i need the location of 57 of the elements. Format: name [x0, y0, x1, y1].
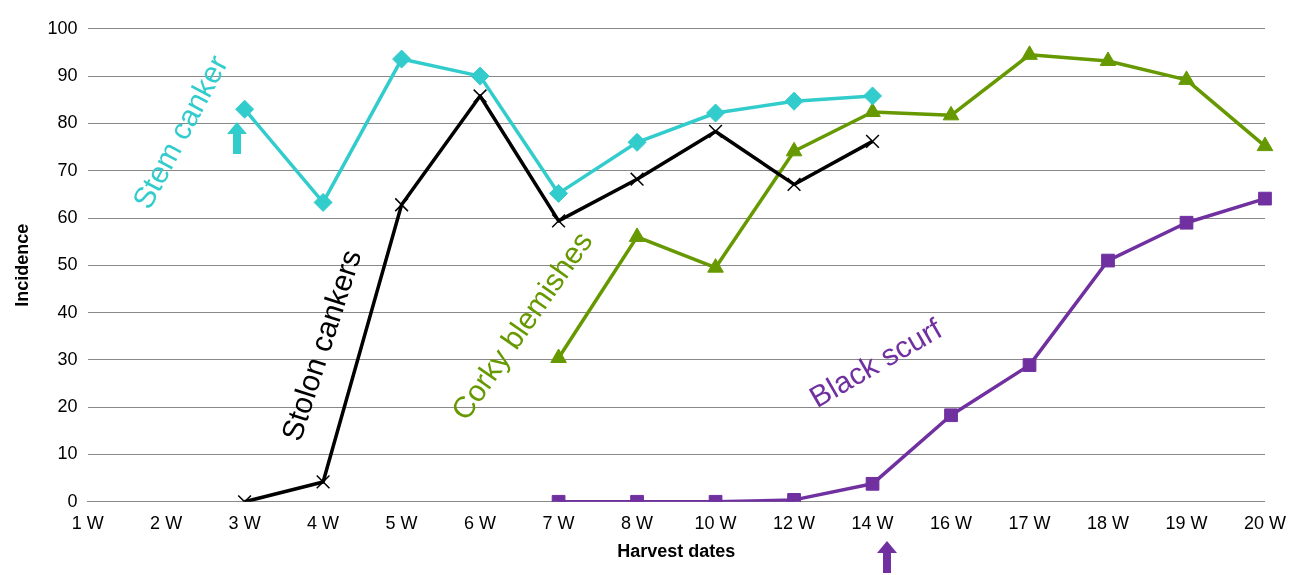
point [470, 66, 490, 86]
x-tick-label: 19 W [1165, 512, 1208, 533]
point [1179, 215, 1194, 230]
point [313, 192, 333, 212]
x-tick-label: 2 W [150, 512, 183, 533]
point [235, 99, 255, 119]
point [1256, 136, 1274, 152]
x-tick-label: 20 W [1243, 512, 1287, 533]
point [628, 227, 646, 242]
x-tick-label: 16 W [930, 512, 973, 533]
x-tick-label: 3 W [228, 512, 261, 533]
y-tick-label: 70 [57, 159, 78, 180]
point [1022, 358, 1037, 372]
point [785, 141, 803, 157]
x-tick-label: 4 W [307, 512, 340, 533]
y-tick-label: 50 [57, 254, 78, 275]
x-tick-label: 8 W [621, 512, 654, 533]
x-tick-label: 12 W [773, 512, 816, 533]
x-axis-title: Harvest dates [617, 541, 736, 562]
point [863, 86, 883, 106]
point [392, 49, 412, 69]
y-tick-label: 10 [57, 443, 78, 464]
point [784, 91, 804, 111]
point [629, 172, 645, 187]
y-tick-label: 80 [57, 112, 78, 133]
point [708, 124, 723, 139]
point [786, 177, 802, 192]
point [706, 103, 726, 123]
y-tick-label: 0 [67, 490, 78, 511]
y-tick-label: 90 [57, 65, 78, 86]
point [394, 197, 409, 212]
x-tick-label: 7 W [542, 512, 575, 533]
point [472, 88, 488, 104]
y-tick-label: 60 [57, 206, 78, 227]
point [549, 183, 569, 203]
text: Stolon cankers [274, 245, 368, 445]
x-tick-label: 5 W [385, 512, 418, 533]
x-tick-label: 6 W [464, 512, 497, 533]
point [865, 134, 880, 149]
point [627, 132, 647, 152]
y-tick-label: 20 [57, 396, 78, 417]
text: Black scurf [803, 311, 948, 414]
y-tick-label: 30 [57, 348, 78, 369]
point [864, 102, 881, 118]
legend-label: Stem canker [125, 49, 234, 214]
x-tick-label: 1 W [71, 512, 104, 533]
point [1101, 253, 1115, 268]
x-tick-label: 18 W [1087, 512, 1130, 533]
x-tick-label: 14 W [851, 512, 894, 533]
y-axis-title: Incidence [11, 223, 32, 307]
x-tick-label: 17 W [1008, 512, 1051, 533]
x-tick-label: 10 W [694, 512, 737, 533]
point [707, 258, 724, 273]
point [551, 213, 566, 228]
point [1258, 191, 1272, 206]
y-tick-label: 100 [47, 17, 78, 38]
y-tick-label: 40 [57, 301, 78, 322]
